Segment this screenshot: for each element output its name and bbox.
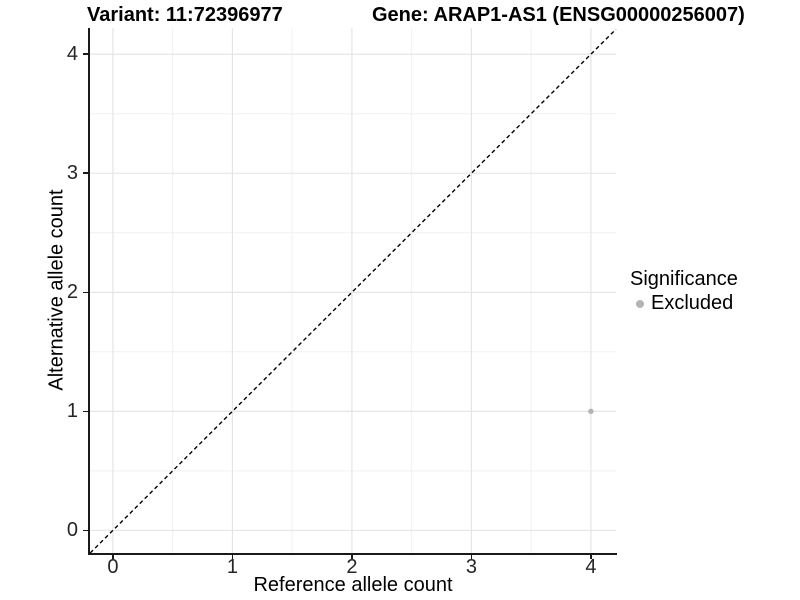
plot-panel [89, 28, 617, 554]
x-tick-mark [590, 554, 592, 559]
legend-title: Significance [630, 268, 738, 290]
identity-dashed-line [89, 28, 617, 554]
x-tick-mark [231, 554, 234, 559]
data-point [588, 408, 594, 415]
x-tick-label: 2 [346, 556, 358, 578]
x-tick-mark [351, 554, 353, 559]
legend-entry-label: Excluded [651, 292, 734, 314]
x-axis-line [88, 553, 617, 555]
y-tick-mark [83, 410, 88, 413]
y-tick-mark [83, 53, 88, 55]
x-tick-mark [470, 554, 473, 559]
y-tick-label: 3 [66, 162, 78, 185]
gene-title: Gene: ARAP1-AS1 (ENSG00000256007) [372, 4, 745, 26]
y-axis-line [88, 28, 90, 554]
x-tick-label: 1 [226, 556, 238, 578]
y-tick-label: 2 [66, 281, 78, 304]
x-tick-label: 0 [107, 556, 119, 578]
variant-title: Variant: 11:72396977 [87, 4, 283, 26]
y-tick-label: 1 [66, 400, 78, 423]
y-tick-mark [83, 529, 88, 532]
legend-entry-excluded: Excluded [630, 292, 738, 315]
x-tick-mark [112, 554, 114, 559]
y-tick-mark [83, 291, 88, 294]
x-axis-title: Reference allele count [253, 574, 453, 596]
y-tick-mark [83, 172, 88, 174]
excluded-point-icon [636, 299, 644, 308]
x-tick-label: 3 [465, 556, 477, 578]
x-tick-label: 4 [585, 556, 597, 578]
y-tick-label: 4 [66, 43, 78, 66]
legend: Significance Excluded [630, 268, 738, 315]
y-tick-label: 0 [66, 519, 78, 542]
